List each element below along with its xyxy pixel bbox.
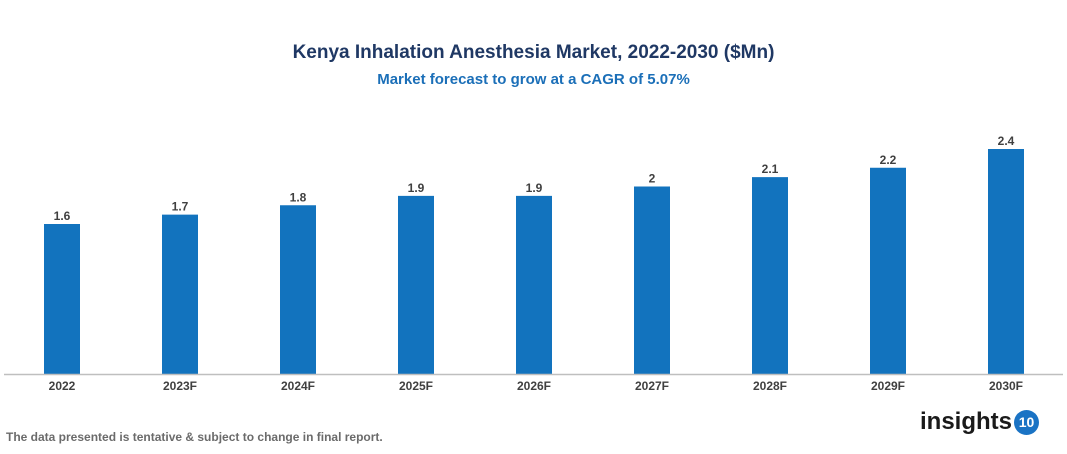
bar (752, 177, 788, 374)
data-label: 2.2 (880, 153, 897, 167)
bar (280, 205, 316, 374)
bar (870, 167, 906, 374)
x-tick-label: 2028F (753, 379, 787, 393)
x-tick-label: 2026F (517, 379, 551, 393)
bar (44, 224, 80, 374)
logo-text: insights (920, 408, 1013, 435)
data-label: 1.9 (526, 181, 543, 195)
bar (162, 214, 198, 374)
x-tick-label: 2027F (635, 379, 669, 393)
x-tick-label: 2024F (281, 379, 315, 393)
x-tick-label: 2023F (163, 379, 197, 393)
bar (988, 149, 1024, 374)
data-label: 2.4 (998, 134, 1015, 148)
logo-badge: 10 (1014, 409, 1040, 435)
x-tick-label: 2030F (989, 379, 1023, 393)
x-tick-label: 2025F (399, 379, 433, 393)
footnote: The data presented is tentative & subjec… (6, 430, 383, 444)
bar (516, 195, 552, 374)
data-label: 1.7 (172, 200, 189, 214)
bar (398, 195, 434, 374)
insights10-logo: insights 10 (920, 408, 1040, 436)
chart-subtitle: Market forecast to grow at a CAGR of 5.0… (377, 71, 690, 88)
data-label: 1.6 (54, 209, 71, 223)
x-tick-label: 2022 (49, 379, 76, 393)
data-label: 2 (649, 172, 656, 186)
bar (634, 186, 670, 374)
data-label: 1.9 (408, 181, 425, 195)
data-label: 1.8 (290, 190, 307, 204)
x-tick-label: 2029F (871, 379, 905, 393)
chart-title: Kenya Inhalation Anesthesia Market, 2022… (292, 42, 775, 63)
data-label: 2.1 (762, 162, 779, 176)
